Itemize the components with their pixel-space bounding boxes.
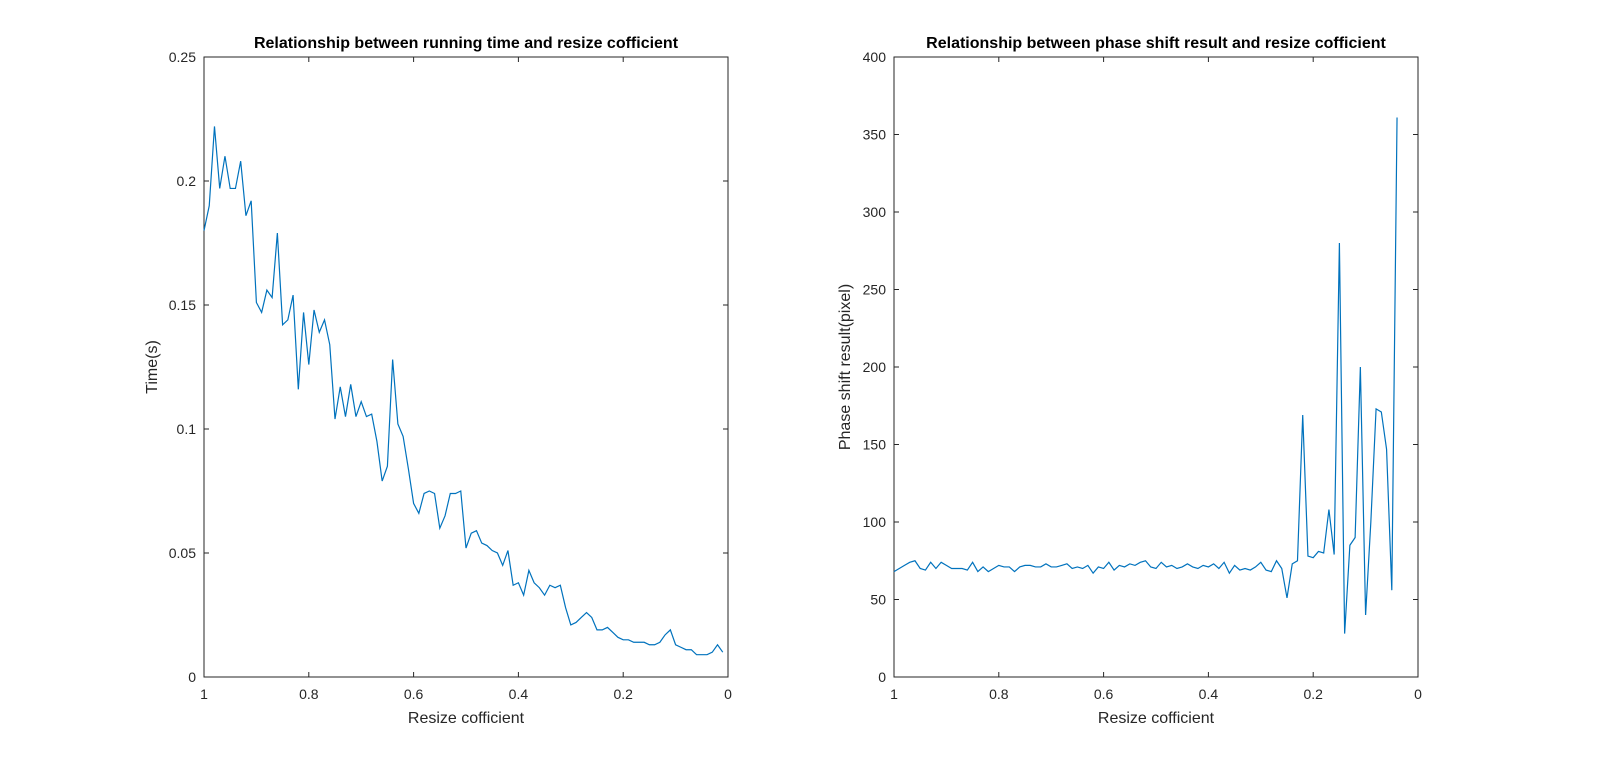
y-tick-label: 0: [878, 669, 886, 685]
y-axis-label: Phase shift result(pixel): [837, 284, 854, 450]
x-axis-ticks: 1 0.8 0.6 0.4 0.2 0: [890, 57, 1422, 702]
y-tick-label: 0: [188, 669, 196, 685]
y-tick-label: 350: [863, 127, 887, 143]
x-tick-label: 1: [200, 686, 208, 702]
chart-title: Relationship between phase shift result …: [926, 35, 1386, 52]
x-tick-label: 0: [724, 686, 732, 702]
y-tick-label: 50: [870, 592, 886, 608]
x-tick-label: 0: [1414, 686, 1422, 702]
x-tick-label: 0.4: [1199, 686, 1219, 702]
chart-title: Relationship between running time and re…: [254, 35, 679, 52]
y-axis-ticks: 0 50 100 150 200 250 300 350 400: [863, 49, 1418, 685]
x-tick-label: 0.8: [989, 686, 1009, 702]
plot-frame: [893, 56, 1419, 678]
y-tick-label: 300: [863, 204, 887, 220]
y-tick-label: 0.1: [177, 421, 197, 437]
y-tick-label: 150: [863, 437, 887, 453]
x-tick-label: 0.4: [509, 686, 529, 702]
y-tick-label: 0.25: [169, 49, 196, 65]
y-tick-label: 0.2: [177, 173, 197, 189]
y-axis-ticks: 0 0.05 0.1 0.15 0.2 0.25: [169, 49, 728, 685]
chart-running-time: Relationship between running time and re…: [144, 35, 732, 727]
x-tick-label: 0.6: [1094, 686, 1114, 702]
x-tick-label: 0.8: [299, 686, 319, 702]
y-tick-label: 200: [863, 359, 887, 375]
x-axis-label: Resize cofficient: [408, 710, 525, 727]
x-tick-label: 1: [890, 686, 898, 702]
series-line: [893, 117, 1398, 634]
y-tick-label: 0.15: [169, 297, 196, 313]
y-tick-label: 400: [863, 49, 887, 65]
y-axis-label: Time(s): [144, 340, 161, 394]
x-tick-label: 0.2: [613, 686, 633, 702]
x-tick-label: 0.6: [404, 686, 424, 702]
y-tick-label: 0.05: [169, 545, 196, 561]
x-axis-label: Resize cofficient: [1098, 710, 1215, 727]
chart-phase-shift: Relationship between phase shift result …: [837, 35, 1422, 727]
y-tick-label: 250: [863, 282, 887, 298]
series-line: [203, 126, 724, 656]
plot-frame: [203, 56, 729, 678]
x-tick-label: 0.2: [1303, 686, 1323, 702]
x-axis-ticks: 1 0.8 0.6 0.4 0.2 0: [200, 57, 732, 702]
y-tick-label: 100: [863, 514, 887, 530]
